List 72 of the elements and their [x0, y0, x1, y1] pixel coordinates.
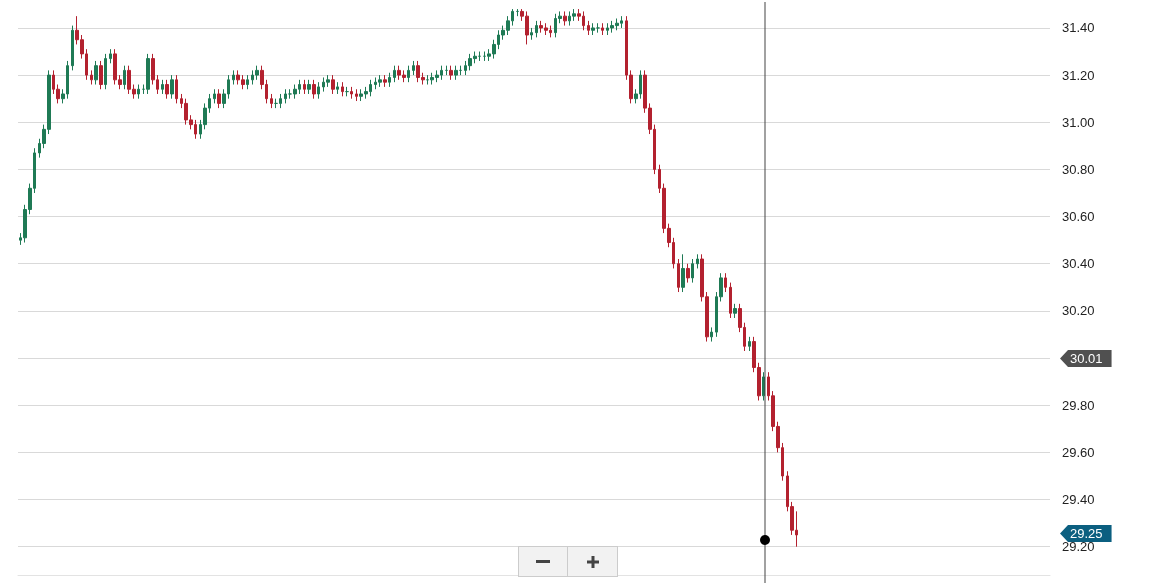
candlestick [293, 84, 297, 100]
candlestick [530, 27, 533, 41]
y-tick-label: 29.80 [1062, 397, 1095, 413]
candlestick [393, 65, 396, 83]
text: 29.25 [1060, 525, 1112, 542]
candlestick [94, 60, 98, 86]
candlestick [407, 65, 410, 83]
candlestick [213, 88, 216, 104]
candlestick [596, 22, 600, 34]
candlestick [733, 303, 737, 319]
candlestick [341, 81, 344, 97]
candlestick [748, 336, 751, 352]
candlestick [146, 53, 150, 95]
candlestick [412, 60, 415, 76]
candlestick [326, 74, 330, 88]
candlestick [232, 69, 235, 86]
candlestick [123, 65, 126, 90]
y-tick-label: 31.00 [1062, 114, 1095, 130]
candlestick [696, 253, 699, 269]
candlestick [762, 371, 765, 402]
candlestick [99, 60, 103, 90]
candlestick [307, 79, 311, 95]
candlestick [161, 79, 164, 95]
candlestick [454, 65, 458, 81]
y-tick-label: 30.60 [1062, 209, 1095, 225]
candlestick [449, 65, 453, 81]
candlestick [388, 72, 391, 88]
candlestick [303, 79, 306, 95]
y-tick-label: 31.20 [1062, 67, 1095, 83]
candlestick [729, 282, 732, 319]
candlestick [355, 88, 358, 102]
candlestick [104, 53, 107, 90]
candlestick [336, 81, 339, 95]
candlestick [246, 74, 249, 90]
candlestick [535, 20, 538, 38]
candlestick [681, 253, 685, 293]
candlestick [279, 93, 282, 109]
y-tick-label: 29.20 [1062, 539, 1095, 555]
candlestick [284, 88, 287, 104]
candlestick [691, 258, 694, 284]
candlestick [255, 65, 259, 81]
candlestick [175, 74, 178, 104]
candlestick [71, 25, 74, 71]
candlestick [724, 272, 727, 293]
candlestick [165, 79, 169, 100]
candlestick [601, 22, 604, 36]
candlestick [677, 258, 680, 293]
candlestick [331, 74, 335, 95]
candlestick [378, 74, 382, 88]
candlestick [686, 263, 690, 284]
candlestick [710, 326, 713, 343]
y-tick-label: 31.40 [1062, 20, 1095, 36]
candlestick [137, 84, 140, 100]
candlestick [350, 86, 353, 100]
candlestick [591, 22, 595, 36]
candlestick [312, 79, 316, 100]
y-tick-label: 29.60 [1062, 444, 1095, 460]
candlestick [563, 10, 567, 27]
y-tick-label: 30.80 [1062, 161, 1095, 177]
candlestick [572, 8, 576, 22]
candlestick [217, 88, 221, 109]
candlestick [90, 69, 93, 86]
candlestick [109, 48, 112, 64]
y-tick-label: 30.20 [1062, 303, 1095, 319]
text: 30.01 [1060, 350, 1112, 367]
y-tick-label: 29.40 [1062, 492, 1095, 508]
candlestick [587, 20, 590, 36]
y-tick-label: 30.40 [1062, 256, 1095, 272]
candlestick [270, 93, 273, 109]
candlestick [170, 74, 174, 100]
candlestick [383, 74, 387, 88]
candlestick [317, 81, 320, 100]
